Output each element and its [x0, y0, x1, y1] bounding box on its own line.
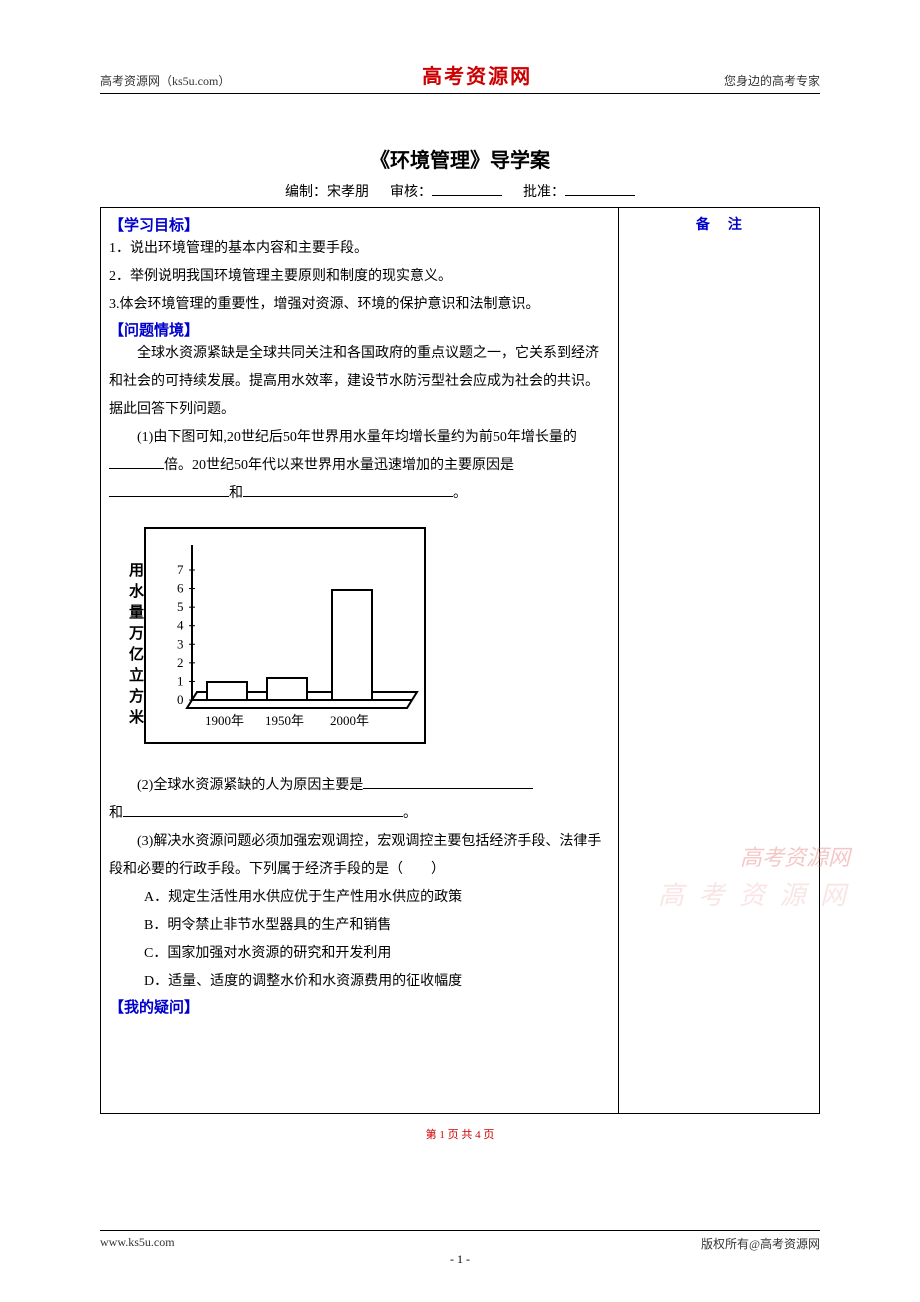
x-tick-label: 2000年	[330, 713, 369, 728]
footer-right: 版权所有@高考资源网	[701, 1235, 820, 1252]
y-tick-label: 5	[177, 599, 184, 614]
byline: 编制：宋孝朋 审核： 批准：	[100, 181, 820, 201]
question-3: (3)解决水资源问题必须加强宏观调控，宏观调控主要包括经济手段、法律手段和必要的…	[109, 828, 610, 884]
y-label-char: 万	[128, 625, 144, 642]
page-header: 高考资源网（ks5u.com） 高考资源网 您身边的高考专家	[100, 60, 820, 94]
question-1-line2: 和。	[109, 480, 610, 508]
y-label-char: 方	[129, 687, 144, 705]
y-tick-label: 1	[177, 673, 184, 688]
q1-blank-1	[109, 455, 164, 469]
y-tick-label: 7	[177, 562, 184, 577]
bars-group	[207, 590, 372, 700]
x-tick-label: 1950年	[265, 713, 304, 728]
y-label-char: 米	[129, 708, 145, 726]
page-footer: www.ks5u.com 版权所有@高考资源网 - 1 -	[100, 1230, 820, 1252]
y-tick-label: 3	[177, 636, 184, 651]
q1-blank-2	[109, 483, 229, 497]
notes-cell: 备注	[618, 208, 819, 1114]
y-label-char: 水	[129, 582, 145, 600]
q2-blank-1	[363, 775, 533, 789]
y-label-char: 亿	[129, 645, 144, 663]
q1-blank-3	[243, 483, 453, 497]
review-blank	[432, 182, 502, 196]
bar-chart: 用水量万亿立方米 7 6 5 4 3 2 1 0 1900年 1950年 2000年	[117, 520, 610, 760]
document-title: 《环境管理》导学案	[100, 144, 820, 173]
option-c: C．国家加强对水资源的研究和开发利用	[109, 940, 610, 968]
header-right: 您身边的高考专家	[724, 72, 820, 89]
author-label: 编制：	[285, 185, 327, 200]
y-tick-label: 0	[177, 692, 184, 707]
bar	[332, 590, 372, 700]
option-b: B．明令禁止非节水型器具的生产和销售	[109, 912, 610, 940]
author-name: 宋孝朋	[327, 185, 369, 200]
header-logo-text: 高考资源网	[422, 60, 532, 89]
option-a: A．规定生活性用水供应优于生产性用水供应的政策	[109, 884, 610, 912]
q2-part-a: (2)全球水资源紧缺的人为原因主要是	[137, 778, 363, 793]
chart-frame	[145, 528, 425, 743]
q2-blank-2	[123, 803, 403, 817]
q2-and: 和	[109, 806, 123, 821]
content-cell: 【学习目标】 1．说出环境管理的基本内容和主要手段。 2．举例说明我国环境管理主…	[101, 208, 619, 1114]
header-left: 高考资源网（ks5u.com）	[100, 72, 230, 89]
notes-header: 备注	[627, 214, 811, 234]
footer-rule	[100, 1230, 820, 1231]
y-label-char: 量	[129, 604, 144, 621]
approve-blank	[565, 182, 635, 196]
x-tick-label: 1900年	[205, 713, 244, 728]
y-tick-label: 4	[177, 618, 184, 633]
question-2: (2)全球水资源紧缺的人为原因主要是	[109, 772, 610, 800]
page-indicator: 第 1 页 共 4 页	[100, 1126, 820, 1142]
content-table: 【学习目标】 1．说出环境管理的基本内容和主要手段。 2．举例说明我国环境管理主…	[100, 207, 820, 1114]
question-1: (1)由下图可知,20世纪后50年世界用水量年均增长量约为前50年增长量的倍。2…	[109, 424, 610, 480]
chart-svg: 用水量万亿立方米 7 6 5 4 3 2 1 0 1900年 1950年 2000年	[117, 520, 437, 760]
y-label-char: 立	[129, 666, 144, 684]
y-tick-label: 2	[177, 655, 184, 670]
y-tick-label: 6	[177, 581, 184, 596]
goal-1: 1．说出环境管理的基本内容和主要手段。	[109, 235, 610, 263]
review-label: 审核：	[390, 185, 432, 200]
footer-left: www.ks5u.com	[100, 1235, 175, 1252]
x-axis-labels: 1900年 1950年 2000年	[205, 713, 369, 728]
q1-and: 和	[229, 486, 243, 501]
approve-label: 批准：	[523, 185, 565, 200]
q1-part-a: (1)由下图可知,20世纪后50年世界用水量年均增长量约为前50年增长量的	[137, 430, 577, 445]
q1-blank-wrap	[109, 486, 229, 501]
question-2-line2: 和。	[109, 800, 610, 828]
context-heading: 【问题情境】	[109, 319, 610, 340]
bar	[267, 678, 307, 700]
doubts-space	[109, 1017, 610, 1107]
option-d: D．适量、适度的调整水价和水资源费用的征收幅度	[109, 968, 610, 996]
q1-part-b: 倍。20世纪50年代以来世界用水量迅速增加的主要原因是	[164, 458, 514, 473]
bar	[207, 682, 247, 700]
doubts-heading: 【我的疑问】	[109, 996, 610, 1017]
y-label-char: 用	[129, 562, 144, 579]
goals-heading: 【学习目标】	[109, 214, 610, 235]
footer-page-number: - 1 -	[100, 1252, 820, 1267]
context-paragraph: 全球水资源紧缺是全球共同关注和各国政府的重点议题之一，它关系到经济和社会的可持续…	[109, 340, 610, 424]
goal-2: 2．举例说明我国环境管理主要原则和制度的现实意义。	[109, 263, 610, 291]
goal-3: 3.体会环境管理的重要性，增强对资源、环境的保护意识和法制意识。	[109, 291, 610, 319]
y-axis-label: 用水量万亿立方米	[128, 562, 145, 726]
